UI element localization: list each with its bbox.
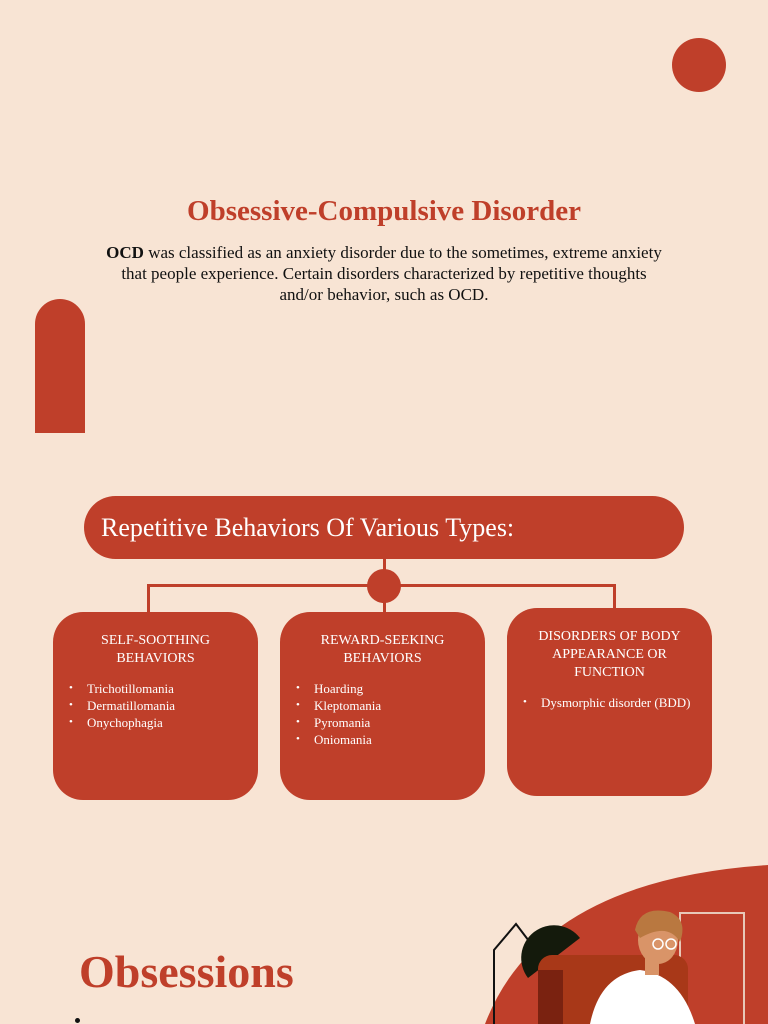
connector-node — [367, 569, 401, 603]
intro-text: was classified as an anxiety disorder du… — [121, 243, 662, 304]
page-title: Obsessive-Compulsive Disorder — [187, 195, 581, 227]
list-item: Trichotillomania — [69, 680, 240, 697]
box-title: DISORDERS OF BODY APPEARANCE OR FUNCTION — [538, 629, 681, 680]
list-item: Dermatillomania — [69, 697, 240, 714]
box-reward-seeking: REWARD-SEEKING BEHAVIORS Hoarding Klepto… — [280, 612, 485, 800]
box-title: REWARD-SEEKING BEHAVIORS — [320, 633, 445, 666]
list-item: Kleptomania — [296, 697, 467, 714]
section-heading-obsessions: Obsessions — [79, 946, 294, 997]
list-item: Onychophagia — [69, 714, 240, 731]
list-item: Hoarding — [296, 680, 467, 697]
intro-paragraph: OCD was classified as an anxiety disorde… — [100, 242, 668, 305]
bullet-icon — [75, 1018, 80, 1023]
connector-left — [147, 584, 150, 614]
box-self-soothing: SELF-SOOTHING BEHAVIORS Trichotillomania… — [53, 612, 258, 800]
list-item: Pyromania — [296, 714, 467, 731]
box-body-appearance: DISORDERS OF BODY APPEARANCE OR FUNCTION… — [507, 608, 712, 796]
connector-right — [613, 584, 616, 610]
list-item: Oniomania — [296, 731, 467, 748]
decorative-circle — [672, 38, 726, 92]
diagram-heading: Repetitive Behaviors Of Various Types: — [84, 496, 684, 559]
illustration-person-in-chair — [485, 865, 768, 1024]
list-item: Dysmorphic disorder (BDD) — [523, 694, 694, 711]
decorative-arch — [35, 299, 85, 433]
intro-bold: OCD — [106, 243, 144, 262]
box-title: SELF-SOOTHING BEHAVIORS — [101, 633, 210, 666]
